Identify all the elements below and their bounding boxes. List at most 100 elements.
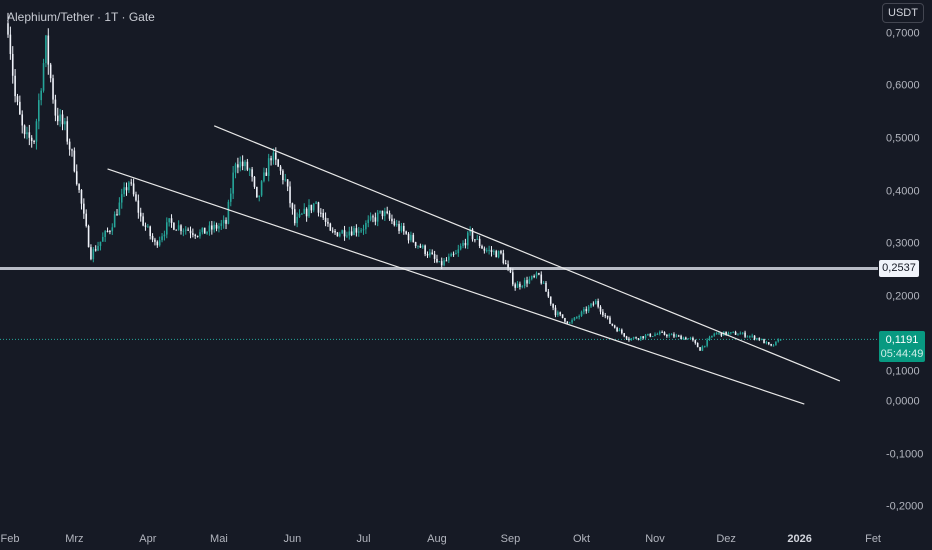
candle-body	[322, 213, 325, 218]
candle-body	[336, 232, 339, 237]
candle-body	[763, 339, 765, 344]
candle-body	[73, 150, 76, 172]
candle-body	[576, 317, 578, 319]
candle-body	[682, 337, 685, 340]
candle-body	[244, 161, 246, 167]
candle-countdown: 05:44:49	[880, 348, 924, 360]
candle-body	[469, 229, 471, 233]
candle-body	[168, 218, 170, 223]
candle-body	[165, 222, 168, 235]
candle-body	[521, 286, 524, 288]
candle-body	[116, 214, 118, 216]
candle-body	[715, 333, 718, 335]
candle-body	[429, 252, 431, 256]
candle-body	[689, 337, 692, 339]
y-tick-label: -0,2000	[886, 500, 924, 513]
x-tick-label: Dez	[716, 533, 736, 545]
candle-body	[369, 216, 372, 220]
candle-body	[218, 226, 220, 229]
candle-body	[241, 161, 244, 167]
candle-body	[514, 284, 516, 288]
candle-body	[388, 213, 391, 219]
candle-body	[613, 325, 616, 328]
candle-body	[40, 90, 42, 101]
candle-body	[175, 229, 178, 231]
candle-body	[592, 303, 595, 305]
candle-body	[291, 203, 294, 210]
candle-body	[365, 223, 367, 230]
candle-body	[68, 141, 71, 150]
candle-body	[253, 176, 256, 187]
y-tick-label: 0,4000	[886, 185, 920, 198]
candle-body	[583, 309, 585, 312]
candle-body	[692, 337, 694, 341]
candle-body	[16, 96, 19, 102]
candle-body	[725, 331, 727, 335]
x-tick-label: 2026	[787, 533, 812, 545]
candle-body	[384, 211, 386, 217]
candle-body	[182, 230, 185, 232]
candle-body	[599, 306, 602, 312]
candle-body	[391, 218, 393, 222]
candle-body	[213, 224, 215, 230]
candle-body	[568, 322, 571, 324]
candle-body	[158, 240, 161, 246]
candle-body	[97, 246, 99, 251]
candle-body	[90, 247, 92, 260]
candle-body	[144, 225, 147, 227]
candle-body	[33, 141, 35, 143]
candle-body	[580, 311, 583, 316]
candle-body	[28, 132, 31, 138]
y-tick-label: 0,5000	[886, 132, 920, 145]
candle-body	[59, 114, 61, 122]
candle-body	[381, 210, 384, 217]
candle-body	[147, 226, 149, 228]
candle-body	[61, 114, 64, 125]
candle-body	[578, 315, 580, 318]
candle-body	[149, 226, 151, 236]
candle-body	[540, 274, 543, 284]
candle-body	[137, 200, 140, 213]
candle-body	[440, 261, 443, 266]
candle-body	[637, 338, 640, 340]
candle-body	[270, 158, 272, 161]
candle-body	[78, 184, 80, 190]
candle-body	[362, 229, 365, 231]
candle-body	[685, 337, 687, 340]
candle-body	[282, 170, 284, 181]
candle-body	[443, 260, 445, 266]
candle-body	[677, 335, 680, 337]
candle-body	[30, 137, 33, 142]
candle-body	[267, 158, 270, 176]
candle-body	[590, 303, 592, 307]
candle-body	[142, 216, 144, 226]
candle-body	[760, 339, 763, 341]
candle-body	[343, 230, 346, 237]
candle-body	[92, 249, 95, 260]
candle-body	[632, 337, 635, 339]
currency-button[interactable]: USDT	[882, 3, 924, 23]
candle-body	[765, 342, 768, 344]
candle-body	[635, 337, 637, 339]
candle-body	[151, 235, 154, 240]
candle-body	[315, 202, 317, 204]
candle-body	[594, 300, 597, 305]
candle-body	[623, 333, 625, 337]
candle-body	[554, 307, 557, 316]
candle-body	[609, 317, 611, 324]
candle-body	[47, 35, 50, 65]
candle-body	[9, 34, 12, 54]
candle-body	[706, 339, 708, 346]
candle-body	[426, 254, 429, 256]
candle-body	[305, 208, 308, 217]
candle-body	[452, 253, 455, 255]
candle-body	[296, 216, 298, 224]
candle-body	[495, 251, 498, 258]
candle-body	[777, 339, 780, 342]
candle-body	[687, 338, 689, 340]
candle-body	[317, 202, 320, 213]
candle-body	[308, 204, 310, 217]
candle-body	[376, 212, 379, 222]
y-tick-label: 0,3000	[886, 237, 920, 250]
